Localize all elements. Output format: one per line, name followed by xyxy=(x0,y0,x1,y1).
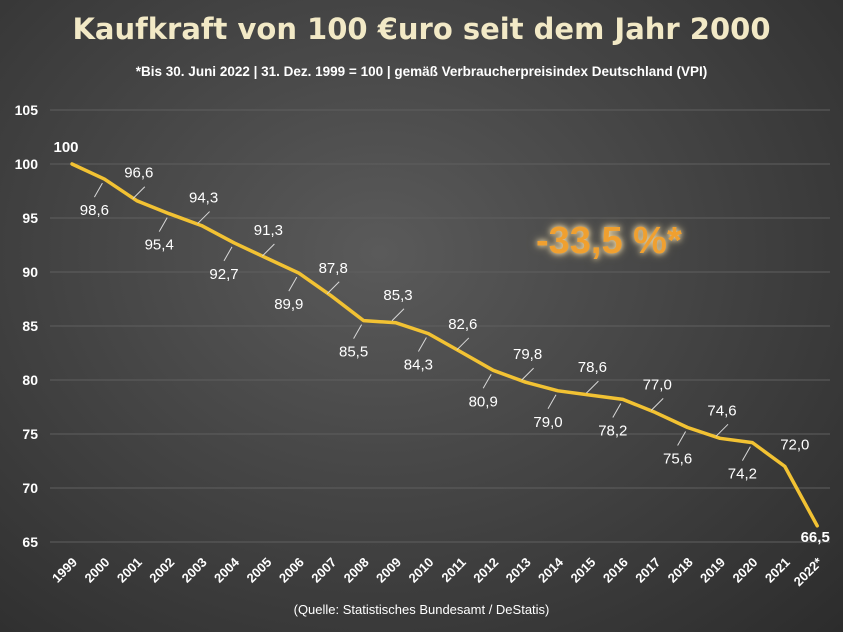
x-tick-label: 2003 xyxy=(179,555,210,586)
data-label: 91,3 xyxy=(254,222,283,239)
x-tick-label: 2004 xyxy=(211,554,243,586)
data-label: 96,6 xyxy=(124,165,153,182)
x-tick-label: 2020 xyxy=(729,555,760,586)
data-label: 85,3 xyxy=(383,287,412,304)
x-tick-label: 2022* xyxy=(791,554,826,589)
data-label: 74,6 xyxy=(707,402,736,419)
x-tick-label: 2002 xyxy=(146,555,177,586)
data-label: 79,0 xyxy=(533,414,562,431)
data-label: 75,6 xyxy=(663,451,692,468)
y-tick-label: 85 xyxy=(22,318,38,334)
leader-line xyxy=(132,186,146,200)
y-tick-label: 75 xyxy=(22,426,38,442)
data-label: 79,8 xyxy=(513,346,542,363)
x-tick-label: 2017 xyxy=(632,555,663,586)
series-line xyxy=(70,162,819,528)
x-tick-label: 2014 xyxy=(535,554,567,586)
y-tick-label: 95 xyxy=(22,210,38,226)
leader-line xyxy=(456,337,470,351)
x-tick-label: 1999 xyxy=(49,555,80,586)
y-tick-label: 70 xyxy=(22,480,38,496)
x-tick-label: 2016 xyxy=(600,555,631,586)
leader-line xyxy=(158,217,168,232)
x-tick-label: 2000 xyxy=(81,555,112,586)
data-label: 82,6 xyxy=(448,316,477,333)
x-tick-label: 2007 xyxy=(308,555,339,586)
leader-line xyxy=(93,182,103,198)
data-label: 72,0 xyxy=(780,436,809,453)
source-note: (Quelle: Statistisches Bundesamt / DeSta… xyxy=(293,602,550,617)
x-tick-label: 2008 xyxy=(341,555,372,586)
leader-line xyxy=(677,431,687,446)
y-tick-label: 80 xyxy=(22,372,38,388)
leader-line xyxy=(482,374,492,389)
leader-line xyxy=(262,243,275,257)
data-label: 92,7 xyxy=(209,266,238,283)
x-tick-label: 2006 xyxy=(276,555,307,586)
data-label: 78,6 xyxy=(578,359,607,376)
chart-title: Kaufkraft von 100 €uro seit dem Jahr 200… xyxy=(72,12,771,46)
data-label: 87,8 xyxy=(319,260,348,277)
x-tick-label: 2005 xyxy=(243,555,274,586)
data-label: 100 xyxy=(53,139,78,156)
data-label: 89,9 xyxy=(274,296,303,313)
data-label: 84,3 xyxy=(404,357,433,374)
leader-line xyxy=(391,308,405,322)
y-tick-label: 100 xyxy=(15,156,39,172)
x-tick-label: 2010 xyxy=(405,555,436,586)
x-tick-label: 2012 xyxy=(470,555,501,586)
data-label: 98,6 xyxy=(80,202,109,219)
x-tick-label: 2019 xyxy=(697,555,728,586)
leader-line xyxy=(353,324,363,339)
chart-subtitle: *Bis 30. Juni 2022 | 31. Dez. 1999 = 100… xyxy=(135,64,708,79)
y-tick-label: 90 xyxy=(22,264,38,280)
leader-line xyxy=(288,276,298,292)
leader-line xyxy=(547,394,557,410)
x-tick-label: 2021 xyxy=(762,555,793,586)
data-label: 78,2 xyxy=(598,422,627,439)
data-label: 94,3 xyxy=(189,190,218,207)
leader-line xyxy=(521,367,534,381)
leader-line xyxy=(586,380,599,394)
y-tick-label: 105 xyxy=(15,102,39,118)
data-label: 77,0 xyxy=(643,376,672,393)
y-tick-label: 65 xyxy=(22,534,38,550)
data-label: 95,4 xyxy=(145,237,174,254)
leader-line xyxy=(223,246,233,262)
x-tick-label: 2011 xyxy=(438,555,469,586)
leader-line xyxy=(612,403,622,418)
leader-line xyxy=(715,423,729,437)
data-label: 66,5 xyxy=(801,529,830,546)
leader-line xyxy=(326,281,340,295)
change-annotation: -33,5 %* xyxy=(536,220,682,262)
leader-line xyxy=(417,337,427,352)
x-tick-label: 2009 xyxy=(373,555,404,586)
data-label: 85,5 xyxy=(339,344,368,361)
data-label: 74,2 xyxy=(728,466,757,483)
leader-line xyxy=(741,446,751,461)
data-label: 80,9 xyxy=(469,393,498,410)
leader-line xyxy=(650,398,664,411)
x-tick-label: 2001 xyxy=(114,555,145,586)
x-tick-label: 2015 xyxy=(567,555,598,586)
leader-line xyxy=(197,211,210,224)
x-tick-label: 2013 xyxy=(503,555,534,586)
x-tick-label: 2018 xyxy=(665,555,696,586)
